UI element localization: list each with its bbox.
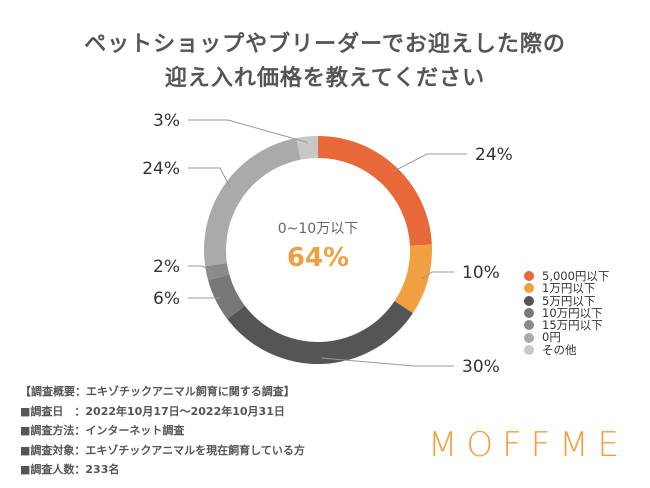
- legend-label: 15万円以下: [542, 318, 603, 333]
- data-label: 30%: [462, 357, 500, 377]
- legend-item: その他: [524, 342, 609, 357]
- moffme-logo: MOFFME: [428, 425, 629, 465]
- center-value: 64%: [287, 243, 349, 273]
- leader-line: [188, 119, 308, 143]
- leader-line: [321, 357, 454, 367]
- center-label: 0~10万以下: [278, 221, 358, 237]
- donut-slice: [205, 263, 230, 281]
- legend-item: 5万円以下: [524, 293, 609, 308]
- legend-swatch: [524, 308, 534, 319]
- legend-label: 0円: [542, 330, 561, 345]
- data-label: 6%: [153, 289, 180, 309]
- survey-note: 【調査概要：エキゾチックアニマル飼育に関する調査】: [20, 385, 295, 398]
- legend-item: 10万円以下: [524, 307, 609, 319]
- survey-note: ■調査人数：233名: [20, 463, 120, 476]
- data-label: 3%: [153, 111, 180, 131]
- survey-note: ■調査日 ：2022年10月17日〜2022年10月31日: [20, 404, 285, 418]
- legend-item: 5,000円以下: [524, 270, 609, 282]
- legend-swatch: [524, 271, 534, 282]
- legend-item: 1万円以下: [524, 281, 609, 296]
- leader-line: [188, 167, 231, 188]
- legend-label: 10万円以下: [542, 305, 603, 320]
- legend-swatch: [524, 332, 534, 343]
- chart-title-line-2: 迎え入れ価格を教えてください: [164, 66, 486, 91]
- legend-item: 0円: [524, 330, 609, 345]
- survey-note: ■調査方法：インターネット調査: [20, 424, 185, 437]
- donut-slice: [204, 138, 301, 267]
- leader-line: [188, 265, 213, 273]
- legend-label: 1万円以下: [542, 281, 596, 296]
- legend-swatch: [524, 295, 534, 306]
- legend-item: 15万円以下: [524, 319, 609, 331]
- leader-line: [421, 271, 454, 280]
- legend-label: 5,000円以下: [542, 269, 610, 283]
- data-label: 24%: [475, 145, 513, 165]
- leader-line: [392, 153, 467, 173]
- data-label: 10%: [462, 263, 500, 283]
- donut-slice: [208, 274, 245, 320]
- chart-title-line-1: ペットショップやブリーダーでお迎えした際の: [84, 32, 566, 57]
- donut-slice: [318, 136, 432, 246]
- legend-label: その他: [542, 342, 577, 357]
- donut-slice: [227, 300, 413, 364]
- donut-slice: [394, 244, 433, 314]
- survey-note: ■調査対象：エキゾチックアニマルを現在飼育している方: [20, 443, 305, 457]
- legend-swatch: [524, 344, 534, 355]
- legend-label: 5万円以下: [542, 293, 596, 308]
- donut-slice: [296, 136, 318, 160]
- legend-swatch: [524, 283, 534, 294]
- legend: 5,000円以下 1万円以下 5万円以下 10万円以下 15万円以下 0円 その他: [524, 270, 609, 356]
- survey-notes: 【調査概要：エキゾチックアニマル飼育に関する調査】 ■調査日 ：2022年10月…: [20, 382, 305, 480]
- data-label: 24%: [142, 159, 180, 179]
- legend-swatch: [524, 320, 534, 331]
- data-label: 2%: [153, 257, 180, 277]
